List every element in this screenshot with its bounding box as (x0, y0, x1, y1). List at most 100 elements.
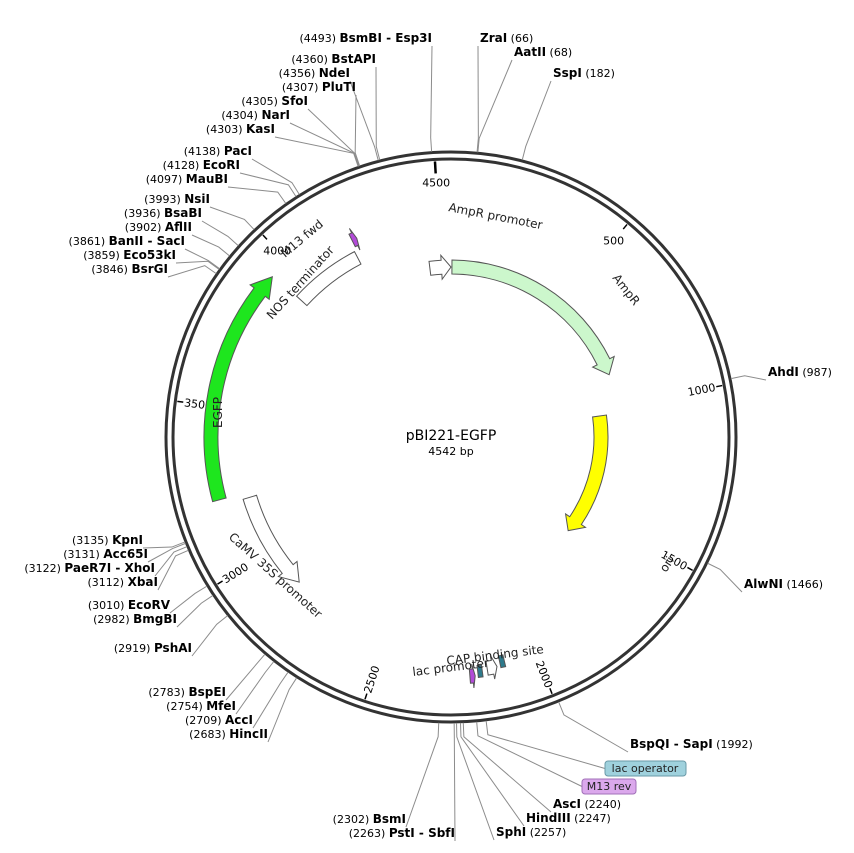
leader-mfei (235, 661, 275, 715)
nos-term-arc (295, 250, 362, 307)
plasmid-center-label: pBI221-EGFP 4542 bp (406, 428, 497, 458)
site-bsabi: (3936) BsaBI (124, 206, 202, 220)
lac-operator-box (604, 760, 687, 777)
site-pos: (182) (582, 67, 615, 80)
site-pos: (3936) (124, 207, 164, 220)
site-bmgbi: (2982) BmgBI (93, 612, 177, 626)
site-name: MfeI (206, 699, 236, 713)
tick-4000 (262, 234, 268, 240)
tick-label-2000: 2000 (533, 659, 555, 690)
site-paci: (4138) PacI (184, 144, 252, 158)
tick-2000 (549, 687, 553, 695)
annotation-boxes: lac operator M13 rev (581, 760, 687, 795)
site-pos: (2263) (349, 827, 389, 840)
egfp-arc (203, 275, 273, 503)
site-pos: (3846) (91, 263, 131, 276)
site-pos: (3010) (88, 599, 128, 612)
site-pos: (2240) (581, 798, 621, 811)
leader-acci (252, 671, 289, 729)
leader-eco53ki (175, 260, 220, 270)
site-xbai: (3112) XbaI (88, 575, 158, 589)
site-sfoi: (4305) SfoI (241, 94, 308, 108)
leader-ahdi (730, 375, 767, 381)
site-aatii: AatII (68) (514, 45, 572, 59)
m13-rev-arc (468, 663, 476, 689)
site-pos: (4493) (299, 32, 339, 45)
lac-promoter-arc (485, 655, 498, 680)
site-name: AlwNI (744, 577, 783, 591)
ori-arc (564, 414, 609, 532)
site-name: XbaI (128, 575, 158, 589)
ampr-promoter-arc (428, 253, 452, 281)
restriction-site-labels: (4493) BsmBI - Esp3I (4360) BstAPI(4356) … (24, 31, 832, 840)
site-sspi: SspI (182) (553, 66, 615, 80)
tick-label-4500: 4500 (422, 176, 450, 189)
site-eco53ki: (3859) Eco53kI (83, 248, 176, 262)
site-bspei: (2783) BspEI (148, 685, 226, 699)
leader-banii-saci (184, 248, 220, 270)
site-pos: (4360) (291, 53, 331, 66)
site-name: NsiI (184, 192, 210, 206)
tick-500 (622, 223, 628, 230)
site-paer7i-xhoi: (3122) PaeR7I - XhoI (24, 561, 155, 575)
tick-label-2500: 2500 (362, 664, 383, 695)
leader-alwni (707, 562, 743, 593)
tick-label-3000: 3000 (220, 560, 251, 586)
ampr-promoter-label: AmpR promoter (447, 200, 543, 232)
site-name: EcoRI (203, 158, 240, 172)
tick-label-4000: 4000 (263, 244, 291, 257)
site-name: PacI (224, 144, 252, 158)
m13-rev-box (581, 778, 637, 795)
site-pos: (3861) (69, 235, 109, 248)
site-pos: (3135) (72, 534, 112, 547)
site-pluti: (4307) PluTI (282, 80, 356, 94)
site-nari: (4304) NarI (221, 108, 290, 122)
lac-op-arc (476, 664, 484, 678)
site-pos: (4305) (241, 95, 281, 108)
camv-35s-arc (242, 494, 300, 583)
leader-acc65i (147, 542, 186, 563)
site-hincii: (2683) HincII (189, 727, 268, 741)
lac-operator-box-label: lac operator (612, 762, 679, 775)
site-ahdi: AhdI (987) (768, 365, 832, 379)
site-pos: (987) (799, 366, 832, 379)
leader-xbai (157, 549, 189, 591)
site-name: BmgBI (133, 612, 177, 626)
site-pos: (3993) (144, 193, 184, 206)
leader-bspei (225, 653, 266, 701)
site-name: EcoRV (128, 598, 171, 612)
site-zrai: ZraI (66) (480, 31, 533, 45)
site-sphi: SphI (2257) (496, 825, 566, 839)
site-name: NarI (261, 108, 290, 122)
site-ecori: (4128) EcoRI (163, 158, 240, 172)
backbone-inner-ring (171, 157, 731, 717)
site-pos: (4304) (221, 109, 261, 122)
leader-kpni (142, 541, 186, 549)
leader-sphi (456, 722, 495, 841)
site-name: PstI - SbfI (389, 826, 455, 840)
leader-pshai (191, 615, 228, 657)
plasmid-backbone (164, 150, 738, 724)
site-name: HindIII (526, 811, 571, 825)
site-bstapi: (4360) BstAPI (291, 52, 376, 66)
site-name: BspQI - SapI (630, 737, 713, 751)
site-name: AatII (514, 45, 546, 59)
site-name: PaeR7I - XhoI (64, 561, 155, 575)
site-name: AhdI (768, 365, 799, 379)
site-name: Eco53kI (123, 248, 176, 262)
tick-label-1000: 1000 (687, 381, 717, 399)
site-bsmi: (2302) BsmI (333, 812, 406, 826)
site-aflii: (3902) AflII (125, 220, 192, 234)
site-name: BspEI (188, 685, 226, 699)
site-asci: AscI (2240) (553, 797, 621, 811)
site-pos: (66) (507, 32, 533, 45)
site-acc65i: (3131) Acc65I (63, 547, 148, 561)
tick-3000 (217, 580, 223, 585)
leader-zrai (476, 45, 479, 153)
leader-bsmi (405, 722, 440, 828)
site-pos: (2709) (185, 714, 225, 727)
site-alwni: AlwNI (1466) (744, 577, 823, 591)
tick-4500 (433, 161, 437, 174)
m13-fwd-arc (348, 228, 361, 251)
